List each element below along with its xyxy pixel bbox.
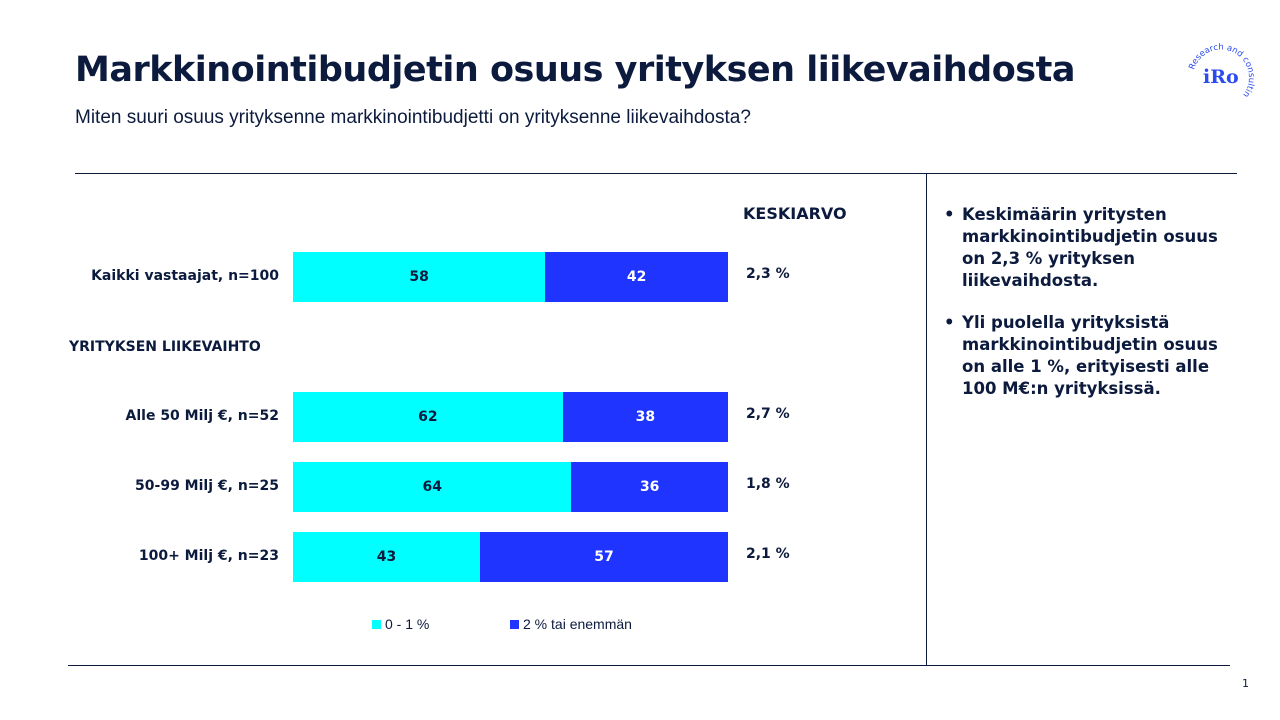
page-title: Markkinointibudjetin osuus yrityksen lii…: [75, 50, 1075, 90]
mean-value: 2,7 %: [746, 406, 790, 422]
category-label: 100+ Milj €, n=23: [138, 548, 279, 564]
data-label: 62: [418, 409, 438, 425]
bar-segment: 64: [293, 462, 572, 512]
data-label: 58: [409, 269, 429, 285]
logo-text: iRo: [1203, 66, 1239, 88]
finding-bullet: Yli puolella yrityksistä markkinointibud…: [942, 312, 1232, 400]
category-label: Kaikki vastaajat, n=100: [91, 268, 279, 284]
data-label: 36: [639, 479, 660, 495]
category-label: 50-99 Milj €, n=25: [135, 478, 279, 494]
bar-segment: 58: [293, 252, 546, 302]
legend-item-2-plus: 2 % tai enemmän: [510, 616, 632, 632]
bar-segment: 38: [562, 392, 728, 442]
data-label: 57: [594, 549, 614, 565]
legend-swatch-blue: [510, 619, 519, 629]
mean-value: 2,1 %: [746, 546, 790, 562]
data-label: 42: [626, 269, 647, 285]
bar-segment: 57: [480, 532, 728, 582]
key-findings: Keskimäärin yritysten markkinointibudjet…: [942, 204, 1232, 420]
bottom-divider: [68, 665, 1230, 666]
vertical-divider: [926, 173, 927, 665]
legend-item-0-1: 0 - 1 %: [372, 616, 429, 632]
data-label: 38: [635, 409, 656, 425]
mean-header: KESKIARVO: [743, 204, 847, 223]
mean-value: 1,8 %: [746, 476, 790, 492]
top-divider: [75, 173, 1237, 174]
legend-swatch-cyan: [372, 619, 381, 629]
bar-segment: 36: [571, 462, 728, 512]
page-number: 1: [1242, 677, 1249, 690]
category-label: Alle 50 Milj €, n=52: [125, 408, 279, 424]
mean-value: 2,3 %: [746, 266, 790, 282]
bar-segment: 42: [545, 252, 728, 302]
bar-segment: 43: [293, 532, 481, 582]
iro-logo: Research and consulting iRo: [1180, 38, 1256, 99]
bar-segment: 62: [293, 392, 563, 442]
page-subtitle: Miten suuri osuus yrityksenne markkinoin…: [75, 107, 751, 128]
finding-bullet: Keskimäärin yritysten markkinointibudjet…: [942, 204, 1232, 292]
data-label: 43: [376, 549, 397, 565]
legend-label: 2 % tai enemmän: [523, 616, 632, 632]
legend-label: 0 - 1 %: [385, 616, 430, 632]
group-label: YRITYKSEN LIIKEVAIHTO: [69, 339, 261, 355]
data-label: 64: [422, 479, 442, 495]
